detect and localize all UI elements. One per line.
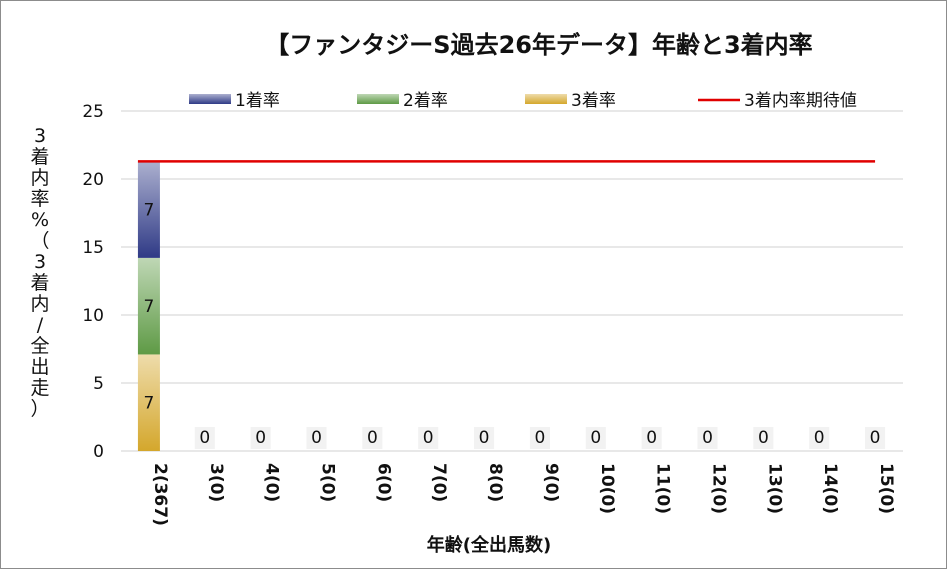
- data-labels: 7 7 7 0 0 0 0 0 0 0 0 0 0 0 0 0: [144, 201, 886, 449]
- data-label-bg: [250, 427, 271, 449]
- legend-label: 1着率: [235, 91, 280, 111]
- y-tick-label: 15: [82, 238, 104, 258]
- y-axis-label-char: 出: [30, 356, 50, 378]
- y-tick-label: 0: [93, 442, 104, 462]
- x-tick-label: 4(0): [262, 463, 282, 502]
- x-tick-label: 7(0): [429, 463, 449, 502]
- bar-segment: [137, 257, 160, 355]
- data-label: 7: [144, 201, 155, 221]
- y-axis-label-char: 3: [33, 251, 47, 273]
- legend-swatch: [525, 94, 567, 104]
- data-label: 0: [814, 428, 825, 448]
- data-label: 0: [199, 428, 210, 448]
- chart-title: 【ファンタジーS過去26年データ】年齢と3着内率: [265, 31, 812, 59]
- y-tick-label: 5: [93, 374, 104, 394]
- bars: [137, 161, 160, 451]
- legend: 1着率 2着率 3着率 3着内率期待値: [189, 91, 857, 111]
- data-label: 0: [590, 428, 601, 448]
- y-axis-label-char: 率: [30, 188, 50, 210]
- data-label-bg: [865, 427, 886, 449]
- x-tick-label: 2(367): [150, 463, 170, 526]
- x-tick-labels: 2(367) 3(0) 4(0) 5(0) 6(0) 7(0) 8(0) 9(0) 10(0) 1…: [150, 463, 896, 526]
- data-label-bg: [194, 427, 215, 449]
- x-tick-label: 15(0): [876, 463, 896, 514]
- data-label-bg: [641, 427, 662, 449]
- y-axis-label-char: 着: [30, 146, 50, 168]
- data-label: 7: [144, 394, 155, 414]
- y-axis-label-char: %: [30, 209, 50, 231]
- legend-label: 3着率: [571, 91, 616, 111]
- y-tick-label: 10: [82, 306, 104, 326]
- data-label: 0: [367, 428, 378, 448]
- data-label: 0: [423, 428, 434, 448]
- data-label: 0: [255, 428, 266, 448]
- y-axis-label-char: 3: [33, 125, 47, 147]
- data-label-bg: [529, 427, 550, 449]
- y-axis-label-char: 着: [30, 272, 50, 294]
- y-axis-label-char: 走: [30, 377, 50, 399]
- data-label: 0: [870, 428, 881, 448]
- x-tick-label: 6(0): [373, 463, 393, 502]
- data-label: 0: [646, 428, 657, 448]
- x-tick-label: 13(0): [764, 463, 784, 514]
- data-label: 0: [702, 428, 713, 448]
- y-tick-label: 25: [82, 102, 104, 122]
- data-label-bg: [474, 427, 495, 449]
- y-axis-label-char: /: [36, 314, 44, 336]
- y-tick-label: 20: [82, 170, 104, 190]
- legend-swatch: [357, 94, 399, 104]
- data-label-bg: [306, 427, 327, 449]
- bar-segment: [137, 354, 160, 451]
- y-axis-label-char: 全: [30, 335, 50, 357]
- data-label: 0: [479, 428, 490, 448]
- data-label-bg: [753, 427, 774, 449]
- x-tick-label: 8(0): [485, 463, 505, 502]
- data-label-bg: [809, 427, 830, 449]
- legend-label: 2着率: [403, 91, 448, 111]
- x-axis-label: 年齢(全出馬数): [427, 534, 551, 556]
- bar-segment: [137, 161, 160, 258]
- y-axis-label-char: （: [30, 230, 50, 252]
- legend-swatch: [189, 94, 231, 104]
- data-label-bg: [362, 427, 383, 449]
- x-tick-label: 5(0): [318, 463, 338, 502]
- grid-lines: [121, 110, 903, 452]
- x-tick-label: 12(0): [709, 463, 729, 514]
- x-tick-label: 3(0): [206, 463, 226, 502]
- data-label: 0: [758, 428, 769, 448]
- y-tick-labels: 0 5 10 15 20 25: [82, 102, 104, 462]
- x-tick-label: 10(0): [597, 463, 617, 514]
- data-label: 0: [535, 428, 546, 448]
- x-tick-label: 14(0): [820, 463, 840, 514]
- data-label: 7: [144, 297, 155, 317]
- y-axis-label-char: ）: [30, 398, 50, 420]
- data-label-bg: [697, 427, 718, 449]
- legend-label: 3着内率期待値: [744, 91, 857, 111]
- x-tick-label: 11(0): [653, 463, 673, 514]
- x-tick-label: 9(0): [541, 463, 561, 502]
- data-label-bg: [585, 427, 606, 449]
- y-axis-label-char: 内: [30, 167, 50, 189]
- y-axis-label-char: 内: [30, 293, 50, 315]
- data-label-bg: [418, 427, 439, 449]
- data-label: 0: [311, 428, 322, 448]
